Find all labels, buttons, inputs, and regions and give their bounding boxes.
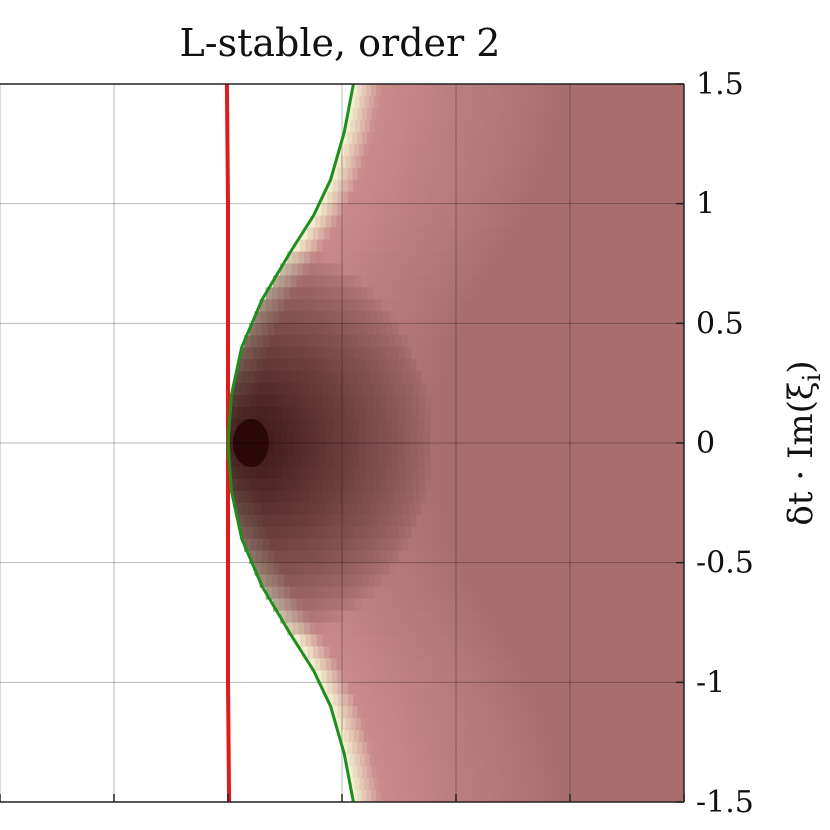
y-tick-label: -1 [696,665,725,700]
y-axis-label-main: δt · Im(ξ [781,381,821,525]
heatmap-shading [228,84,684,802]
y-axis-ticks: 1.5 1 0.5 0 -0.5 -1 -1.5 [0,67,754,820]
y-axis-label-subscript: i [798,373,826,381]
y-axis-label-close: ) [781,360,821,373]
y-tick-label: 0.5 [696,306,744,341]
series-curves [224,84,355,802]
dark-center-spot [232,419,269,467]
series-line-green [226,84,355,802]
y-tick-label: -0.5 [696,546,754,581]
y-tick-label: 1.5 [696,67,744,102]
y-tick-label: 0 [696,426,715,461]
y-tick-label: -1.5 [696,785,754,820]
y-axis-label: δt · Im(ξi) [781,360,826,525]
chart-title: L-stable, order 2 [180,21,501,65]
plot-area [0,84,684,802]
y-tick-label: 1 [696,187,715,222]
